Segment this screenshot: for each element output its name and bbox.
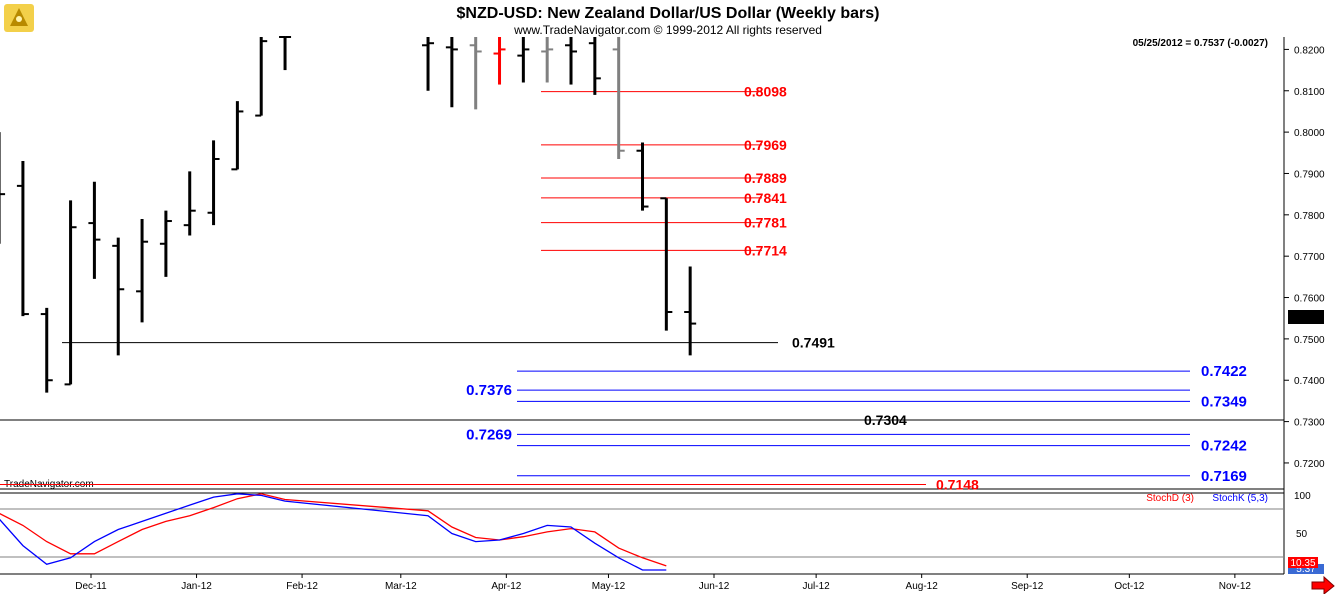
xtick-label: Feb-12 bbox=[286, 581, 318, 592]
ind-ytick-50: 50 bbox=[1296, 529, 1308, 540]
price-bars bbox=[0, 36, 697, 393]
xtick-label: Oct-12 bbox=[1114, 581, 1144, 592]
xtick-label: Mar-12 bbox=[385, 581, 417, 592]
level-label: 0.7269 bbox=[466, 426, 512, 443]
scroll-right-icon[interactable] bbox=[1311, 575, 1335, 594]
ind-last-label-d: 10.35 bbox=[1290, 558, 1315, 569]
ytick-label: 0.7600 bbox=[1294, 294, 1325, 305]
level-label: 0.7491 bbox=[792, 335, 835, 351]
level-label: 0.7714 bbox=[744, 242, 787, 258]
ind-ytick-100: 100 bbox=[1294, 491, 1311, 502]
xtick-label: Jan-12 bbox=[181, 581, 212, 592]
ytick-label: 0.7800 bbox=[1294, 211, 1325, 222]
ind-last-label-k: 5.37 bbox=[1296, 564, 1316, 575]
level-label: 0.7889 bbox=[744, 170, 787, 186]
level-label: 0.8098 bbox=[744, 84, 787, 100]
xtick-label: Nov-12 bbox=[1219, 581, 1252, 592]
legend-stochk: StochK (5,3) bbox=[1212, 493, 1268, 504]
level-label: 0.7349 bbox=[1201, 393, 1247, 410]
ind-last-badge-k bbox=[1288, 564, 1324, 574]
level-lines: 0.8098 0.7969 0.7889 0.7841 0.7781 0.7714 0.74… bbox=[0, 84, 1284, 492]
info-line: 05/25/2012 = 0.7537 (-0.0027) bbox=[1133, 38, 1268, 49]
x-axis: Dec-11 Jan-12 Feb-12 Mar-12 Apr-12 May-12 Jun-… bbox=[75, 574, 1251, 592]
chart-title: $NZD-USD: New Zealand Dollar/US Dollar (… bbox=[457, 5, 880, 22]
xtick-label: May-12 bbox=[592, 581, 626, 592]
level-label: 0.7841 bbox=[744, 190, 787, 206]
ytick-label: 0.7500 bbox=[1294, 335, 1325, 346]
last-price-badge bbox=[1288, 310, 1324, 324]
level-label: 0.7376 bbox=[466, 382, 512, 399]
last-price-label: 0.7537 bbox=[1291, 313, 1322, 324]
ind-last-badge-d bbox=[1288, 557, 1318, 568]
xtick-label: Dec-11 bbox=[75, 581, 107, 592]
copyright-text: www.TradeNavigator.com © 1999-2012 All r… bbox=[513, 23, 822, 37]
ytick-label: 0.7900 bbox=[1294, 169, 1325, 180]
y-axis: 0.8200 0.8100 0.8000 0.7900 0.7800 0.7700 0.76… bbox=[1284, 45, 1325, 470]
ytick-label: 0.7700 bbox=[1294, 252, 1325, 263]
stochastic-indicator bbox=[0, 493, 667, 571]
level-label: 0.7169 bbox=[1201, 468, 1247, 485]
xtick-label: Jun-12 bbox=[699, 581, 730, 592]
xtick-label: Sep-12 bbox=[1011, 581, 1044, 592]
level-label: 0.7304 bbox=[864, 412, 907, 428]
level-label: 0.7148 bbox=[936, 476, 979, 492]
ytick-label: 0.7200 bbox=[1294, 459, 1325, 470]
xtick-label: Aug-12 bbox=[906, 581, 939, 592]
level-label: 0.7781 bbox=[744, 215, 787, 231]
trade-navigator-logo-icon bbox=[4, 4, 34, 32]
ytick-label: 0.7400 bbox=[1294, 376, 1325, 387]
level-label: 0.7969 bbox=[744, 137, 787, 153]
ytick-label: 0.8000 bbox=[1294, 128, 1325, 139]
xtick-label: Jul-12 bbox=[803, 581, 831, 592]
ytick-label: 0.8100 bbox=[1294, 87, 1325, 98]
level-label: 0.7242 bbox=[1201, 438, 1247, 455]
ytick-label: 0.8200 bbox=[1294, 45, 1325, 56]
level-label: 0.7422 bbox=[1201, 363, 1247, 380]
xtick-label: Apr-12 bbox=[491, 581, 521, 592]
ytick-label: 0.7300 bbox=[1294, 418, 1325, 429]
stochastic-line bbox=[0, 493, 667, 571]
legend-stochd: StochD (3) bbox=[1146, 493, 1194, 504]
